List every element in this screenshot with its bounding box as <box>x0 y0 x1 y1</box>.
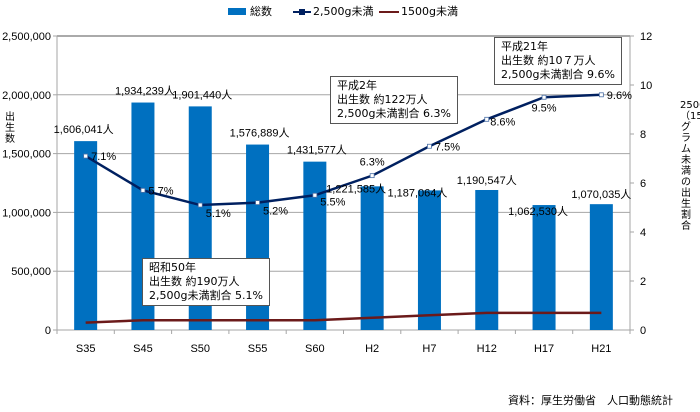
line-2500g-marker <box>197 202 203 208</box>
line-2500g-marker <box>598 92 604 98</box>
line-2500g-marker <box>312 192 318 198</box>
line-2500g-data-label: 7.5% <box>435 141 460 153</box>
annotation-s50: 昭和50年 出生数 約190万人 2,500g未満割合 5.1% <box>142 258 270 306</box>
y-tick-label: 1,000,000 <box>2 207 51 219</box>
annotation-line: 出生数 約122万人 <box>337 93 428 106</box>
bar-data-label: 1,070,035人 <box>571 188 631 201</box>
annotation-line: 平成2年 <box>337 79 377 92</box>
y-tick-label: 2,000,000 <box>2 90 51 102</box>
bar <box>532 205 556 330</box>
x-tick-label: S45 <box>133 343 153 355</box>
bar <box>303 161 327 330</box>
annotation-h2: 平成2年 出生数 約122万人 2,500g未満割合 6.3% <box>330 76 458 124</box>
legend-label: 1500g未満 <box>401 5 458 18</box>
x-tick-label: S35 <box>76 343 96 355</box>
line-2500g-marker <box>255 200 260 206</box>
x-tick-label: S55 <box>248 343 268 355</box>
legend-marker-2500g <box>299 9 305 15</box>
line-2500g-data-label: 9.6% <box>607 90 632 102</box>
bar-data-label: 1,576,889人 <box>230 127 290 140</box>
annotation-h21: 平成21年 出生数 約10７万人 2,500g未満割合 9.6% <box>494 37 622 85</box>
line-2500g-data-label: 9.5% <box>532 102 557 114</box>
annotation-line: 2,500g未満割合 6.3% <box>337 107 451 120</box>
annotation-line: 2,500g未満割合 9.6% <box>501 68 615 81</box>
annotation-line: 平成21年 <box>501 40 548 53</box>
x-tick-label: H2 <box>365 343 379 355</box>
y-axis-right-label: 2500（1500）グラム未満の出生割合 <box>680 100 700 232</box>
bar <box>475 189 499 330</box>
line-2500g-marker <box>83 153 89 159</box>
annotation-line: 出生数 約190万人 <box>149 275 240 288</box>
bar-data-label: 1,606,041人 <box>54 123 114 136</box>
y-tick-label: 0 <box>45 325 51 337</box>
annotation-line: 昭和50年 <box>149 261 196 274</box>
x-tick-label: H17 <box>534 343 554 355</box>
y2-tick-label: 0 <box>640 325 646 337</box>
line-2500g-data-label: 8.6% <box>490 116 515 128</box>
bar <box>360 186 384 330</box>
line-2500g-data-label: 6.3% <box>360 157 385 169</box>
line-2500g-marker <box>140 187 146 193</box>
x-tick-label: H7 <box>422 343 436 355</box>
y2-tick-label: 6 <box>640 178 646 190</box>
line-2500g-marker <box>541 94 547 100</box>
line-1500g <box>85 311 602 324</box>
line-2500g-data-label: 5.2% <box>263 206 288 218</box>
source-note: 資料：厚生労働省 人口動態統計 <box>508 394 673 407</box>
bar-data-label: 1,190,547人 <box>457 174 517 187</box>
line-2500g-data-label: 7.1% <box>91 151 116 163</box>
y-tick-label: 500,000 <box>11 266 51 278</box>
y2-tick-label: 10 <box>640 80 652 92</box>
line-2500g <box>85 93 602 207</box>
legend-label: 2,500g未満 <box>313 5 373 18</box>
bar <box>417 190 441 330</box>
y2-tick-label: 2 <box>640 276 646 288</box>
y2-tick-label: 12 <box>640 31 652 43</box>
line-2500g-data-label: 5.5% <box>320 196 345 208</box>
bar-data-label: 1,221,585人 <box>326 182 386 195</box>
bar <box>589 204 613 330</box>
x-tick-label: H21 <box>591 343 611 355</box>
bar-data-label: 1,901,440人 <box>172 88 232 101</box>
bar-data-label: 1,934,239人 <box>115 85 175 98</box>
x-tick-label: S60 <box>305 343 325 355</box>
line-2500g-data-label: 5.7% <box>148 185 173 197</box>
x-tick-label: H12 <box>477 343 497 355</box>
bar-data-label: 1,062,530人 <box>508 205 568 218</box>
y-tick-label: 1,500,000 <box>2 149 51 161</box>
y-tick-label: 2,500,000 <box>2 31 51 43</box>
x-tick-label: S50 <box>190 343 210 355</box>
line-2500g-marker <box>369 173 375 179</box>
y-axis-left-label: 出生数 <box>5 112 15 145</box>
line-2500g-data-label: 5.1% <box>206 208 231 220</box>
legend-swatch-total <box>228 8 246 15</box>
bar-data-label: 1,187,064人 <box>387 186 447 199</box>
line-2500g-marker <box>427 143 432 149</box>
annotation-line: 2,500g未満割合 5.1% <box>149 289 263 302</box>
legend-label: 総数 <box>250 4 272 18</box>
y2-tick-label: 4 <box>640 227 646 239</box>
line-2500g-marker <box>484 116 490 122</box>
annotation-line: 出生数 約10７万人 <box>501 54 596 67</box>
bar <box>74 141 98 330</box>
y2-tick-label: 8 <box>640 129 646 141</box>
bar-data-label: 1,431,577人 <box>287 144 347 157</box>
